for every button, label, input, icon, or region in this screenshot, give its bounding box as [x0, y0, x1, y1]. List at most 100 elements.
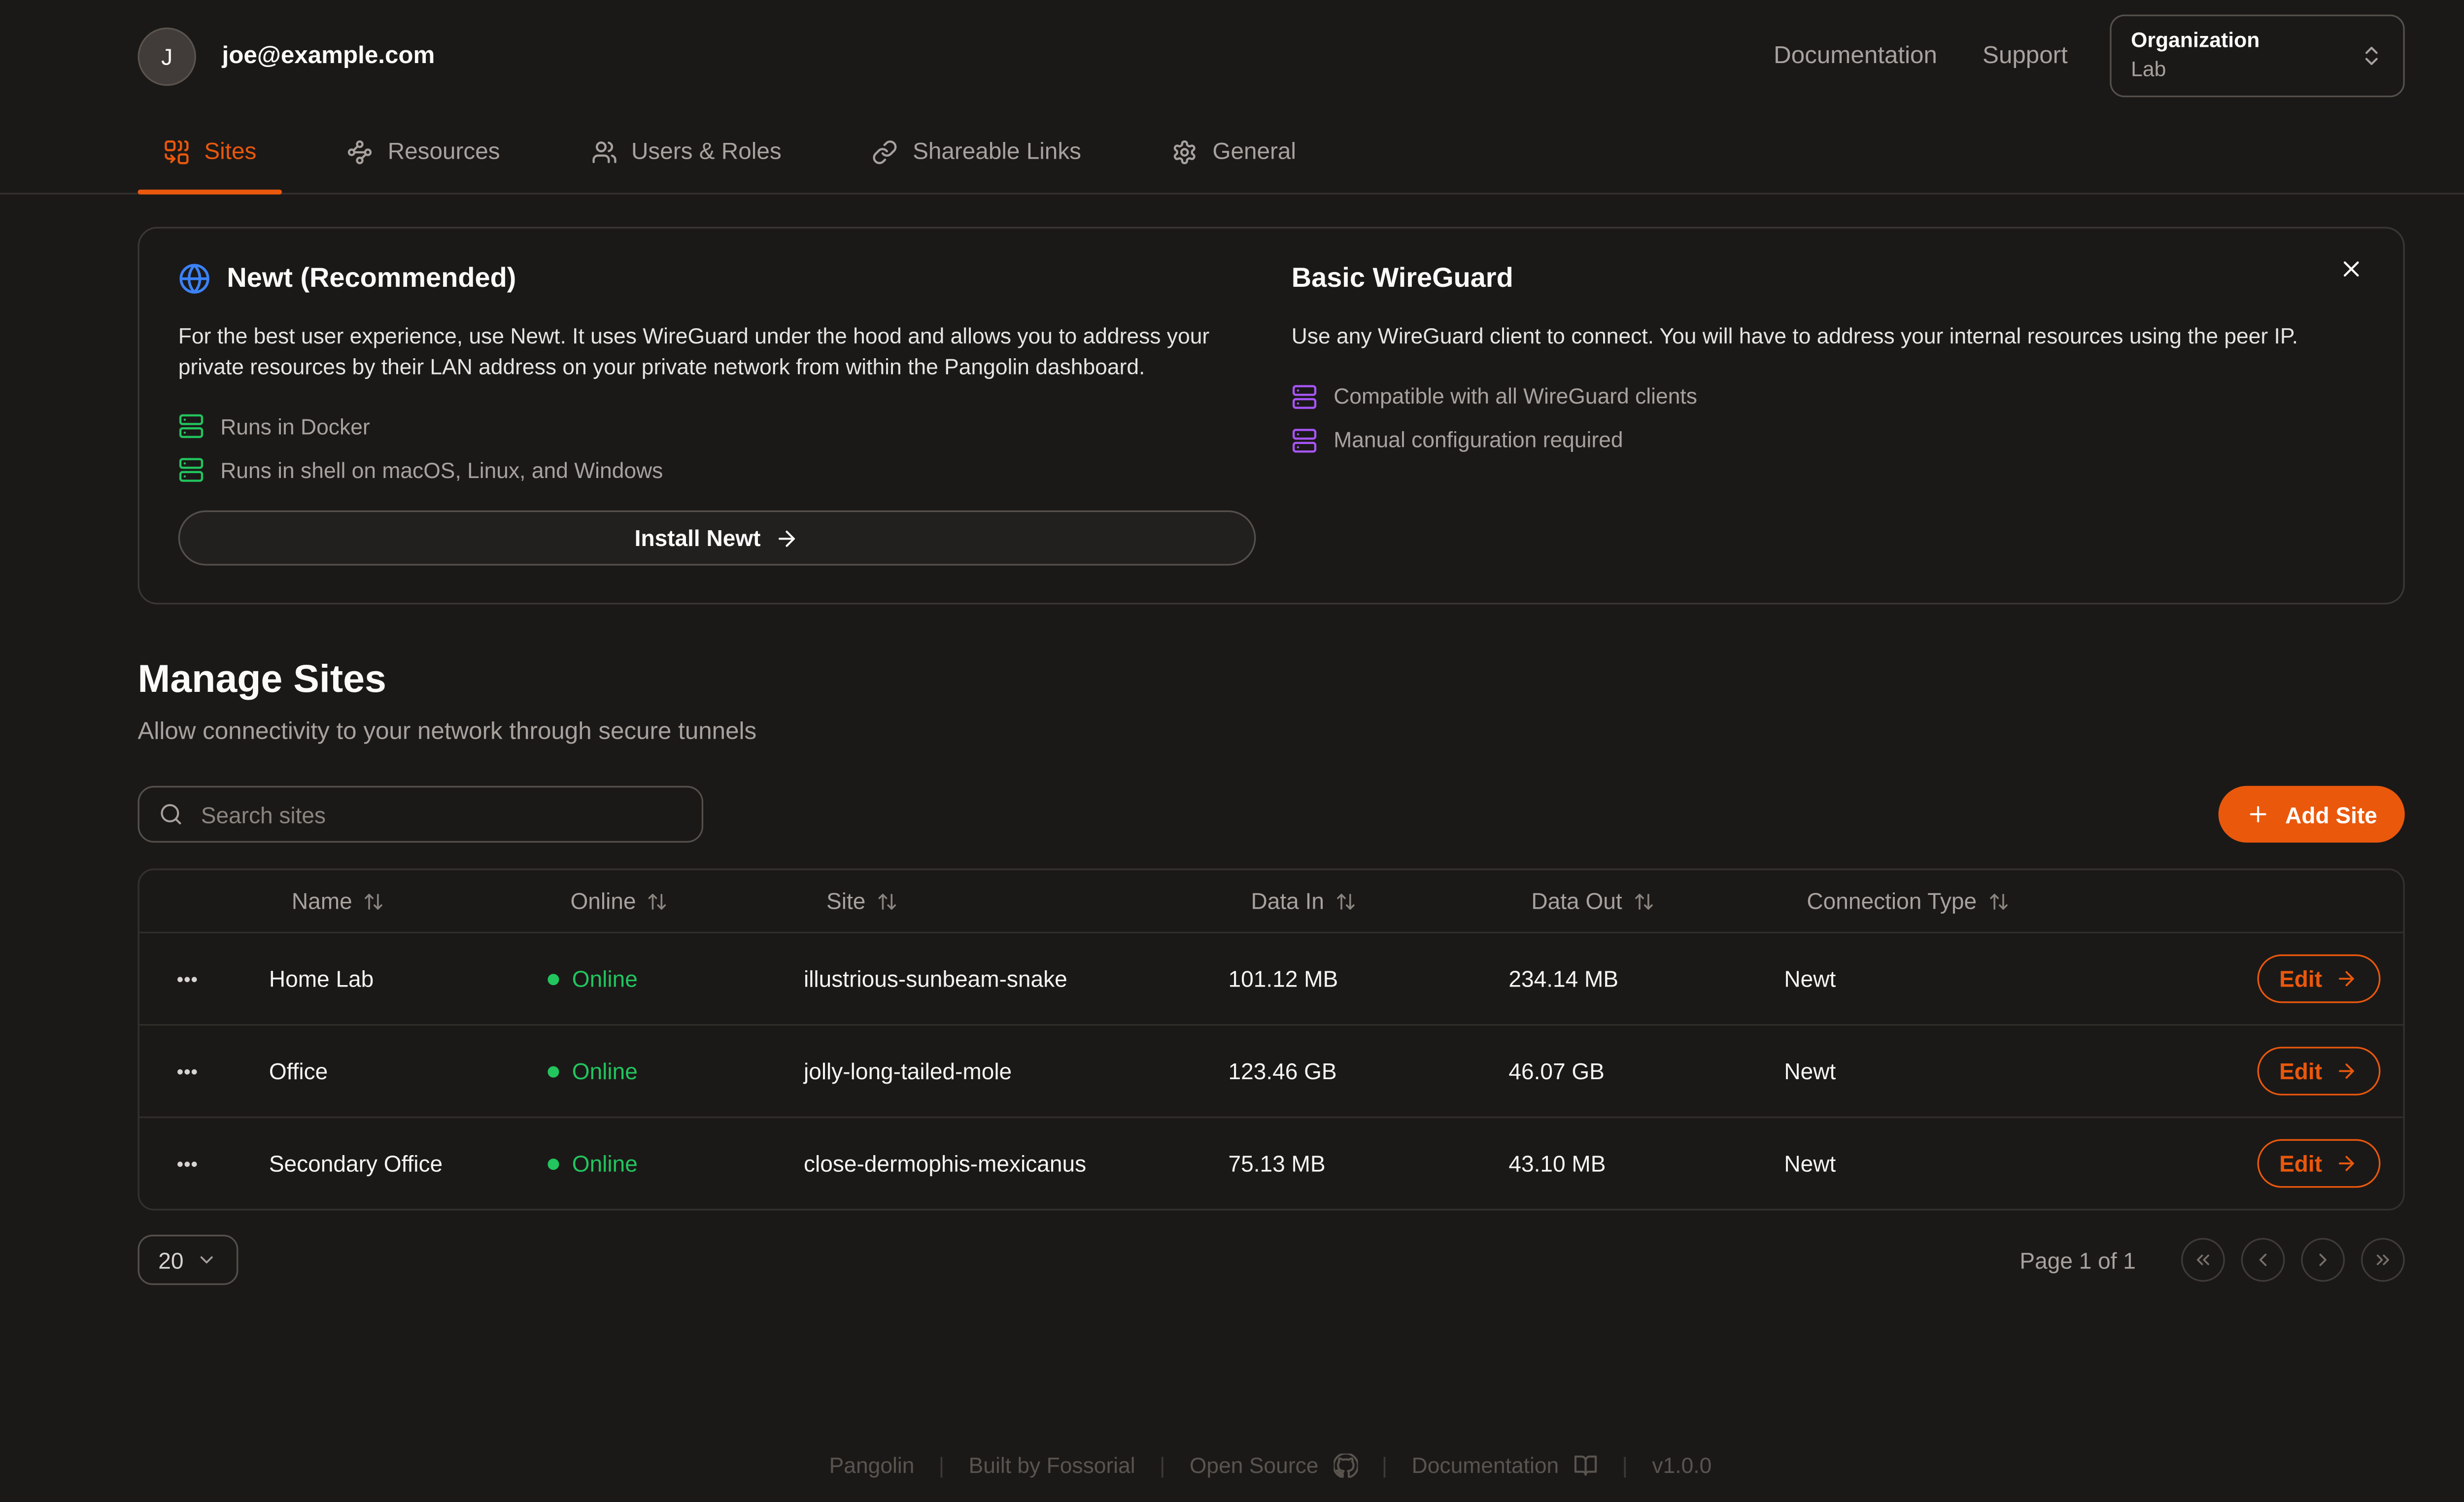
page-size-select[interactable]: 20	[137, 1235, 239, 1286]
row-menu-button[interactable]	[172, 964, 203, 994]
pagination-bar: 20 Page 1 of 1	[137, 1235, 2405, 1286]
data-in-cell: 75.13 MB	[1228, 1151, 1326, 1177]
column-header-online[interactable]: Online	[522, 888, 778, 914]
sites-table: Name Online Site Data In Data Out Connec…	[137, 869, 2405, 1211]
tab-label: Sites	[204, 139, 257, 166]
page-subtitle: Allow connectivity to your network throu…	[137, 718, 757, 746]
newt-panel: Newt (Recommended) For the best user exp…	[178, 263, 1256, 566]
next-page-button[interactable]	[2301, 1238, 2345, 1282]
tab-shareable-links[interactable]: Shareable Links	[846, 112, 1107, 193]
site-cell: close-dermophis-mexicanus	[803, 1151, 1087, 1177]
arrow-right-icon	[2335, 968, 2358, 990]
ellipsis-icon	[175, 967, 199, 991]
tab-sites[interactable]: Sites	[137, 112, 283, 195]
tab-label: Resources	[387, 139, 500, 166]
previous-page-button[interactable]	[2241, 1238, 2285, 1282]
chevron-right-icon	[2312, 1250, 2333, 1271]
chevrons-left-icon	[2192, 1250, 2214, 1271]
org-selector-label: Organization	[2131, 28, 2260, 53]
feature-label: Compatible with all WireGuard clients	[1334, 384, 1697, 409]
install-newt-button[interactable]: Install Newt	[178, 511, 1256, 566]
wireguard-panel: Basic WireGuard Use any WireGuard client…	[1292, 263, 2369, 566]
feature-item: Compatible with all WireGuard clients	[1292, 383, 2369, 410]
nav-documentation-link[interactable]: Documentation	[1774, 42, 1937, 70]
avatar[interactable]: J	[137, 27, 196, 85]
waypoints-icon	[347, 139, 374, 166]
column-header-site[interactable]: Site	[778, 888, 1202, 914]
first-page-button[interactable]	[2181, 1238, 2225, 1282]
footer-brand: Pangolin	[829, 1454, 915, 1478]
feature-item: Runs in shell on macOS, Linux, and Windo…	[178, 457, 1256, 483]
data-out-cell: 43.10 MB	[1508, 1151, 1606, 1177]
wireguard-title-row: Basic WireGuard	[1292, 263, 2369, 295]
last-page-button[interactable]	[2361, 1238, 2405, 1282]
edit-button[interactable]: Edit	[2257, 955, 2381, 1004]
tab-label: Users & Roles	[631, 139, 782, 166]
column-header-data-in[interactable]: Data In	[1202, 888, 1483, 914]
site-cell: illustrious-sunbeam-snake	[803, 966, 1067, 992]
row-menu-button[interactable]	[172, 1149, 203, 1179]
newt-features: Runs in Docker Runs in shell on macOS, L…	[178, 413, 1256, 483]
table-header-row: Name Online Site Data In Data Out Connec…	[139, 871, 2403, 932]
footer-documentation-link[interactable]: Documentation	[1412, 1454, 1598, 1478]
chevron-left-icon	[2253, 1250, 2274, 1271]
server-icon	[178, 457, 205, 483]
online-status: Online	[522, 1058, 778, 1085]
tab-users-roles[interactable]: Users & Roles	[565, 112, 807, 193]
column-header-connection-type[interactable]: Connection Type	[1758, 888, 2107, 914]
data-in-cell: 123.46 GB	[1228, 1058, 1337, 1085]
column-header-name[interactable]: Name	[243, 888, 522, 914]
sort-icon	[364, 891, 385, 912]
sort-icon	[1335, 891, 1357, 912]
org-selector[interactable]: Organization Lab	[2110, 15, 2405, 97]
status-dot	[548, 973, 559, 985]
banner-close-button[interactable]	[2335, 253, 2367, 286]
top-nav: Documentation Support	[1774, 42, 2068, 69]
add-site-button[interactable]: Add Site	[2219, 786, 2405, 843]
site-cell: jolly-long-tailed-mole	[803, 1058, 1012, 1085]
github-icon	[1333, 1454, 1357, 1478]
ellipsis-icon	[175, 1152, 199, 1176]
page-status: Page 1 of 1	[2019, 1247, 2136, 1273]
plus-icon	[2246, 803, 2270, 827]
feature-label: Runs in Docker	[220, 414, 370, 439]
feature-label: Manual configuration required	[1334, 428, 1623, 452]
link-icon	[872, 139, 898, 166]
server-icon	[178, 413, 205, 440]
tab-general[interactable]: General	[1146, 112, 1322, 193]
footer-open-source-link[interactable]: Open Source	[1190, 1454, 1358, 1478]
row-menu-button[interactable]	[172, 1056, 203, 1087]
footer-version: v1.0.0	[1652, 1454, 1712, 1478]
status-dot	[548, 1158, 559, 1170]
table-body: Home Lab Online illustrious-sunbeam-snak…	[139, 932, 2403, 1209]
search-box	[137, 786, 704, 843]
column-header-data-out[interactable]: Data Out	[1483, 888, 1758, 914]
nav-support-link[interactable]: Support	[1983, 42, 2068, 70]
table-row: Office Online jolly-long-tailed-mole 123…	[139, 1024, 2403, 1117]
feature-item: Manual configuration required	[1292, 427, 2369, 453]
online-status: Online	[522, 966, 778, 992]
add-site-label: Add Site	[2285, 801, 2377, 828]
wireguard-description: Use any WireGuard client to connect. You…	[1291, 324, 2298, 348]
sites-toolbar: Add Site	[137, 786, 2405, 843]
connection-type-cell: Newt	[1784, 1151, 1836, 1177]
name-cell: Secondary Office	[269, 1151, 443, 1177]
tab-label: General	[1212, 139, 1297, 166]
tab-label: Shareable Links	[913, 139, 1082, 166]
arrow-right-icon	[775, 526, 799, 550]
org-selector-value: Lab	[2131, 57, 2166, 81]
edit-button[interactable]: Edit	[2257, 1047, 2381, 1096]
footer: Pangolin | Built by Fossorial | Open Sou…	[829, 1454, 1712, 1478]
page-size-value: 20	[158, 1247, 184, 1273]
status-dot	[548, 1065, 559, 1077]
name-cell: Office	[269, 1058, 328, 1085]
online-status: Online	[522, 1151, 778, 1177]
tab-resources[interactable]: Resources	[321, 112, 526, 193]
newt-title-row: Newt (Recommended)	[178, 263, 1256, 295]
search-input[interactable]	[198, 800, 683, 829]
wireguard-title: Basic WireGuard	[1291, 262, 1513, 294]
edit-button[interactable]: Edit	[2257, 1139, 2381, 1189]
newt-title: Newt (Recommended)	[227, 262, 516, 294]
sort-icon	[648, 891, 669, 912]
combine-icon	[164, 139, 190, 166]
